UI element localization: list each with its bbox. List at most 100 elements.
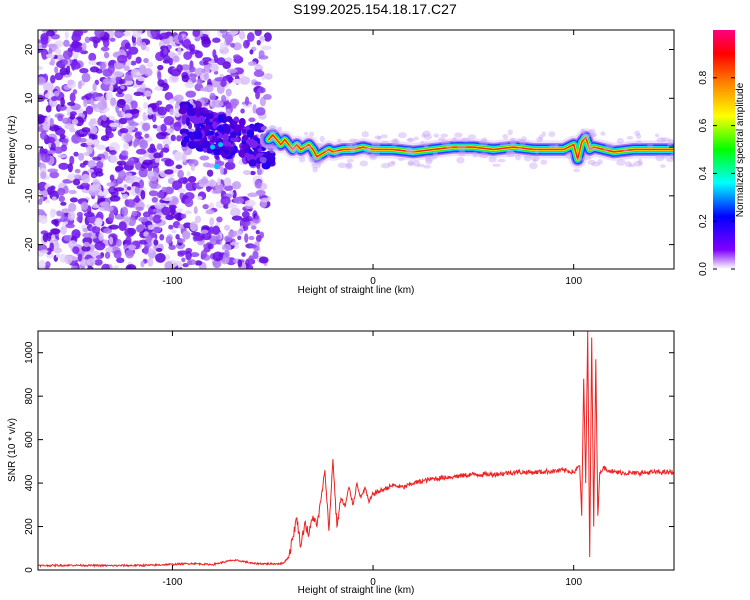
heatmap-noise-blob xyxy=(252,250,259,260)
heatmap-core-blob xyxy=(240,144,249,149)
heatmap-halo-blob xyxy=(548,131,556,138)
heatmap-noise-blob xyxy=(89,125,98,135)
heatmap-noise-blob xyxy=(67,163,73,173)
y-tick-label: 200 xyxy=(24,518,35,535)
heatmap-halo-blob xyxy=(531,155,540,162)
heatmap-noise-blob xyxy=(96,100,108,110)
heatmap-noise-blob xyxy=(127,227,137,235)
heatmap-noise-blob xyxy=(241,217,251,222)
heatmap-halo-blob xyxy=(279,132,284,137)
heatmap-noise-blob xyxy=(121,206,129,217)
heatmap-core-blob xyxy=(241,128,247,134)
heatmap-halo-blob xyxy=(277,126,283,132)
heatmap-halo-blob xyxy=(260,126,269,131)
heatmap-halo-blob xyxy=(573,168,580,173)
heatmap-noise-blob xyxy=(258,50,265,59)
heatmap-noise-blob xyxy=(124,175,135,184)
heatmap-noise-blob xyxy=(45,150,56,155)
heatmap-noise-blob xyxy=(138,167,149,178)
heatmap-noise-blob xyxy=(76,211,84,217)
heatmap-halo-blob xyxy=(565,151,573,159)
heatmap-core-blob xyxy=(211,136,217,141)
heatmap-halo-blob xyxy=(363,147,371,151)
heatmap-noise-blob xyxy=(57,104,67,111)
heatmap-noise-blob xyxy=(49,242,55,252)
heatmap-noise-blob xyxy=(96,144,107,150)
heatmap-noise-blob xyxy=(238,30,246,40)
heatmap-halo-blob xyxy=(517,147,523,151)
colorbar-tick-label: 0.8 xyxy=(698,70,709,84)
heatmap-halo-blob xyxy=(381,140,389,145)
heatmap-noise-blob xyxy=(63,39,70,48)
y-tick-label: 0 xyxy=(24,567,35,573)
heatmap-noise-blob xyxy=(98,191,106,197)
heatmap-noise-blob xyxy=(71,229,81,239)
heatmap-halo-blob xyxy=(349,148,356,153)
heatmap-noise-blob xyxy=(57,154,67,159)
heatmap-noise-blob xyxy=(185,90,197,98)
heatmap-noise-blob xyxy=(143,101,149,110)
heatmap-core-blob xyxy=(238,118,246,127)
heatmap-noise-blob xyxy=(100,158,105,163)
heatmap-noise-blob xyxy=(95,219,102,228)
heatmap-noise-blob xyxy=(67,101,76,106)
heatmap-noise-blob xyxy=(50,228,61,235)
x-tick-label: 0 xyxy=(370,276,376,287)
heatmap-noise-blob xyxy=(237,259,243,268)
heatmap-noise-blob xyxy=(216,57,226,66)
heatmap-noise-blob xyxy=(173,151,184,161)
heatmap-noise-blob xyxy=(89,66,100,73)
heatmap-noise-blob xyxy=(260,197,270,203)
heatmap-noise-blob xyxy=(135,206,144,212)
heatmap-halo-blob xyxy=(423,164,432,169)
heatmap-halo-blob xyxy=(397,157,405,162)
heatmap-noise-blob xyxy=(114,64,126,69)
heatmap-noise-blob xyxy=(164,169,174,175)
heatmap-noise-blob xyxy=(85,138,94,146)
heatmap-noise-blob xyxy=(88,133,96,141)
heatmap-core-blob xyxy=(178,107,187,115)
heatmap-halo-blob xyxy=(349,143,359,150)
heatmap-noise-blob xyxy=(182,262,189,268)
heatmap-noise-blob xyxy=(135,148,147,155)
heatmap-noise-blob xyxy=(148,247,154,254)
heatmap-noise-blob xyxy=(168,224,174,230)
heatmap-halo-blob xyxy=(587,159,596,165)
heatmap-noise-blob xyxy=(152,124,158,129)
heatmap-halo-blob xyxy=(488,156,497,163)
heatmap-noise-blob xyxy=(170,134,176,142)
heatmap-noise-blob xyxy=(207,243,214,250)
heatmap-noise-blob xyxy=(49,118,54,127)
heatmap-noise-blob xyxy=(50,57,56,66)
heatmap-x-ticks: -100 0 100 xyxy=(162,30,582,287)
heatmap-noise-blob xyxy=(220,79,227,87)
heatmap-noise-blob xyxy=(106,131,114,139)
heatmap-noise-blob xyxy=(181,257,186,263)
heatmap-halo-blob xyxy=(523,154,532,162)
heatmap-noise-blob xyxy=(91,204,100,209)
heatmap-noise-blob xyxy=(127,244,137,250)
heatmap-noise-blob xyxy=(113,265,119,269)
heatmap-halo-blob xyxy=(366,147,372,154)
heatmap-halo-blob xyxy=(268,146,277,154)
heatmap-core-blob xyxy=(179,128,189,136)
heatmap-noise-blob xyxy=(252,104,257,114)
heatmap-halo-blob xyxy=(603,148,608,152)
heatmap-noise-blob xyxy=(248,117,256,123)
heatmap-halo-blob xyxy=(323,147,328,152)
heatmap-noise-blob xyxy=(229,30,239,36)
heatmap-noise-blob xyxy=(89,36,96,42)
heatmap-halo-blob xyxy=(656,137,666,143)
heatmap-noise-blob xyxy=(209,92,216,101)
heatmap-noise-blob xyxy=(45,105,52,113)
heatmap-noise-blob xyxy=(176,64,183,73)
heatmap-noise-blob xyxy=(180,213,187,219)
heatmap-noise-blob xyxy=(152,208,164,213)
heatmap-frame xyxy=(37,29,675,270)
heatmap-noise-blob xyxy=(145,234,152,244)
heatmap-noise-blob xyxy=(127,119,135,125)
heatmap-noise-blob xyxy=(56,210,62,217)
snr-x-ticks: -100 0 100 xyxy=(162,331,582,588)
heatmap-core-blob xyxy=(249,123,255,129)
heatmap-halo-blob xyxy=(616,159,626,166)
